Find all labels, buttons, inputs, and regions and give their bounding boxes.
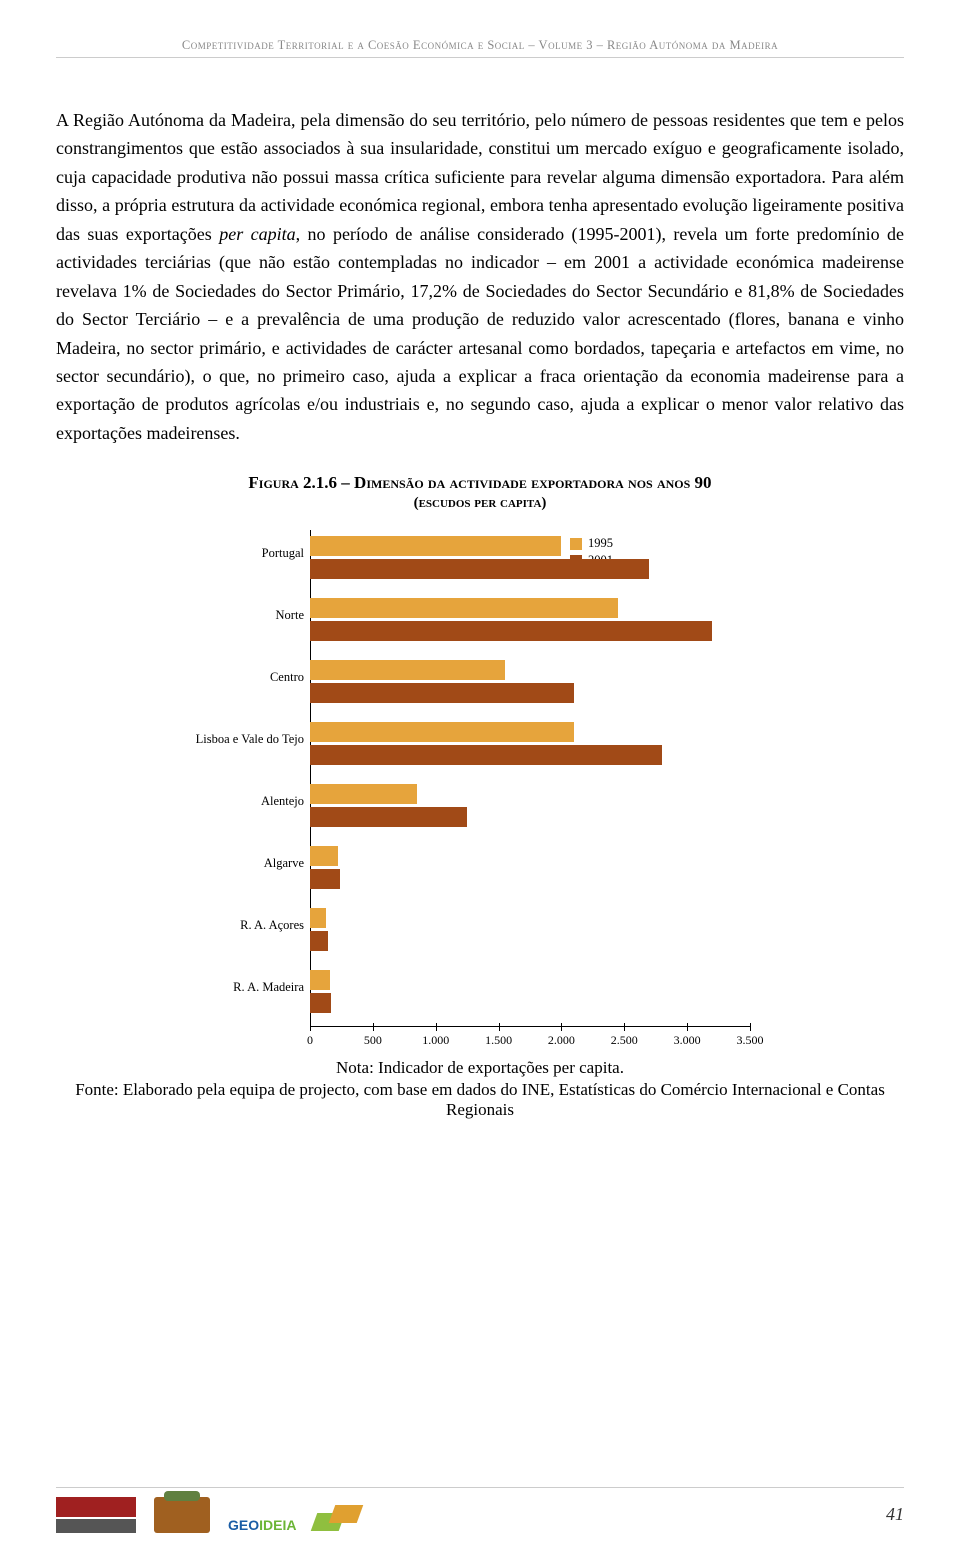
bar-2001 [310, 621, 712, 641]
logo-ceprede [314, 1505, 374, 1533]
chart-category: Lisboa e Vale do Tejo [310, 716, 750, 778]
chart-category: Norte [310, 592, 750, 654]
chart-category: Portugal [310, 530, 750, 592]
bar-1995 [310, 908, 326, 928]
note-italic: per capita [553, 1058, 620, 1077]
category-label: Lisboa e Vale do Tejo [164, 732, 304, 747]
category-label: Norte [164, 608, 304, 623]
category-label: Portugal [164, 546, 304, 561]
x-tick [499, 1023, 500, 1031]
x-tick [310, 1023, 311, 1031]
x-tick [436, 1023, 437, 1031]
bar-1995 [310, 784, 417, 804]
x-tick [373, 1023, 374, 1031]
chart-category: R. A. Madeira [310, 964, 750, 1026]
figure-source: Fonte: Elaborado pela equipa de projecto… [56, 1080, 904, 1120]
logo-cirius [154, 1497, 210, 1533]
note-part-a: Nota: Indicador de exportações [336, 1058, 553, 1077]
x-tick-label: 1.500 [485, 1033, 512, 1048]
bar-2001 [310, 993, 331, 1013]
chart-category: Centro [310, 654, 750, 716]
figure-title: Figura 2.1.6 – Dimensão da actividade ex… [56, 473, 904, 493]
x-tick-label: 3.500 [737, 1033, 764, 1048]
figure-note: Nota: Indicador de exportações per capit… [56, 1058, 904, 1078]
logo-geoideia: GEOIDEIA [228, 1517, 296, 1533]
running-header: Competitividade Territorial e a Coesão E… [56, 38, 904, 58]
para-italic: per capita [219, 224, 295, 244]
chart-x-axis: 05001.0001.5002.0002.5003.0003.500 [310, 1026, 750, 1050]
x-tick-label: 2.500 [611, 1033, 638, 1048]
bar-1995 [310, 846, 338, 866]
category-label: Alentejo [164, 794, 304, 809]
bar-1995 [310, 660, 505, 680]
chart-category: Algarve [310, 840, 750, 902]
x-tick [561, 1023, 562, 1031]
chart-container: 1995 2001 PortugalNorteCentroLisboa e Va… [170, 530, 790, 1050]
note-part-b: . [620, 1058, 624, 1077]
logo-augusto-mateus [56, 1497, 136, 1533]
page-footer: GEOIDEIA 41 [56, 1487, 904, 1533]
bar-1995 [310, 536, 561, 556]
x-tick [687, 1023, 688, 1031]
page-number: 41 [886, 1504, 904, 1525]
bar-1995 [310, 970, 330, 990]
category-label: Centro [164, 670, 304, 685]
chart-category: R. A. Açores [310, 902, 750, 964]
x-tick [750, 1023, 751, 1031]
x-tick [624, 1023, 625, 1031]
figure-subtitle: (escudos per capita) [56, 495, 904, 512]
x-tick-label: 500 [364, 1033, 382, 1048]
x-tick-label: 0 [307, 1033, 313, 1048]
category-label: R. A. Madeira [164, 980, 304, 995]
category-label: R. A. Açores [164, 918, 304, 933]
bar-2001 [310, 807, 467, 827]
category-label: Algarve [164, 856, 304, 871]
chart-category: Alentejo [310, 778, 750, 840]
bar-2001 [310, 559, 649, 579]
body-paragraph: A Região Autónoma da Madeira, pela dimen… [56, 106, 904, 447]
para-part2: , no período de análise considerado (199… [56, 224, 904, 443]
footer-logos: GEOIDEIA [56, 1497, 374, 1533]
x-tick-label: 3.000 [674, 1033, 701, 1048]
x-tick-label: 1.000 [422, 1033, 449, 1048]
x-tick-label: 2.000 [548, 1033, 575, 1048]
bar-2001 [310, 683, 574, 703]
bar-1995 [310, 722, 574, 742]
bar-2001 [310, 931, 328, 951]
bar-2001 [310, 745, 662, 765]
bar-2001 [310, 869, 340, 889]
chart-plot-area: PortugalNorteCentroLisboa e Vale do Tejo… [310, 530, 750, 1050]
bar-1995 [310, 598, 618, 618]
